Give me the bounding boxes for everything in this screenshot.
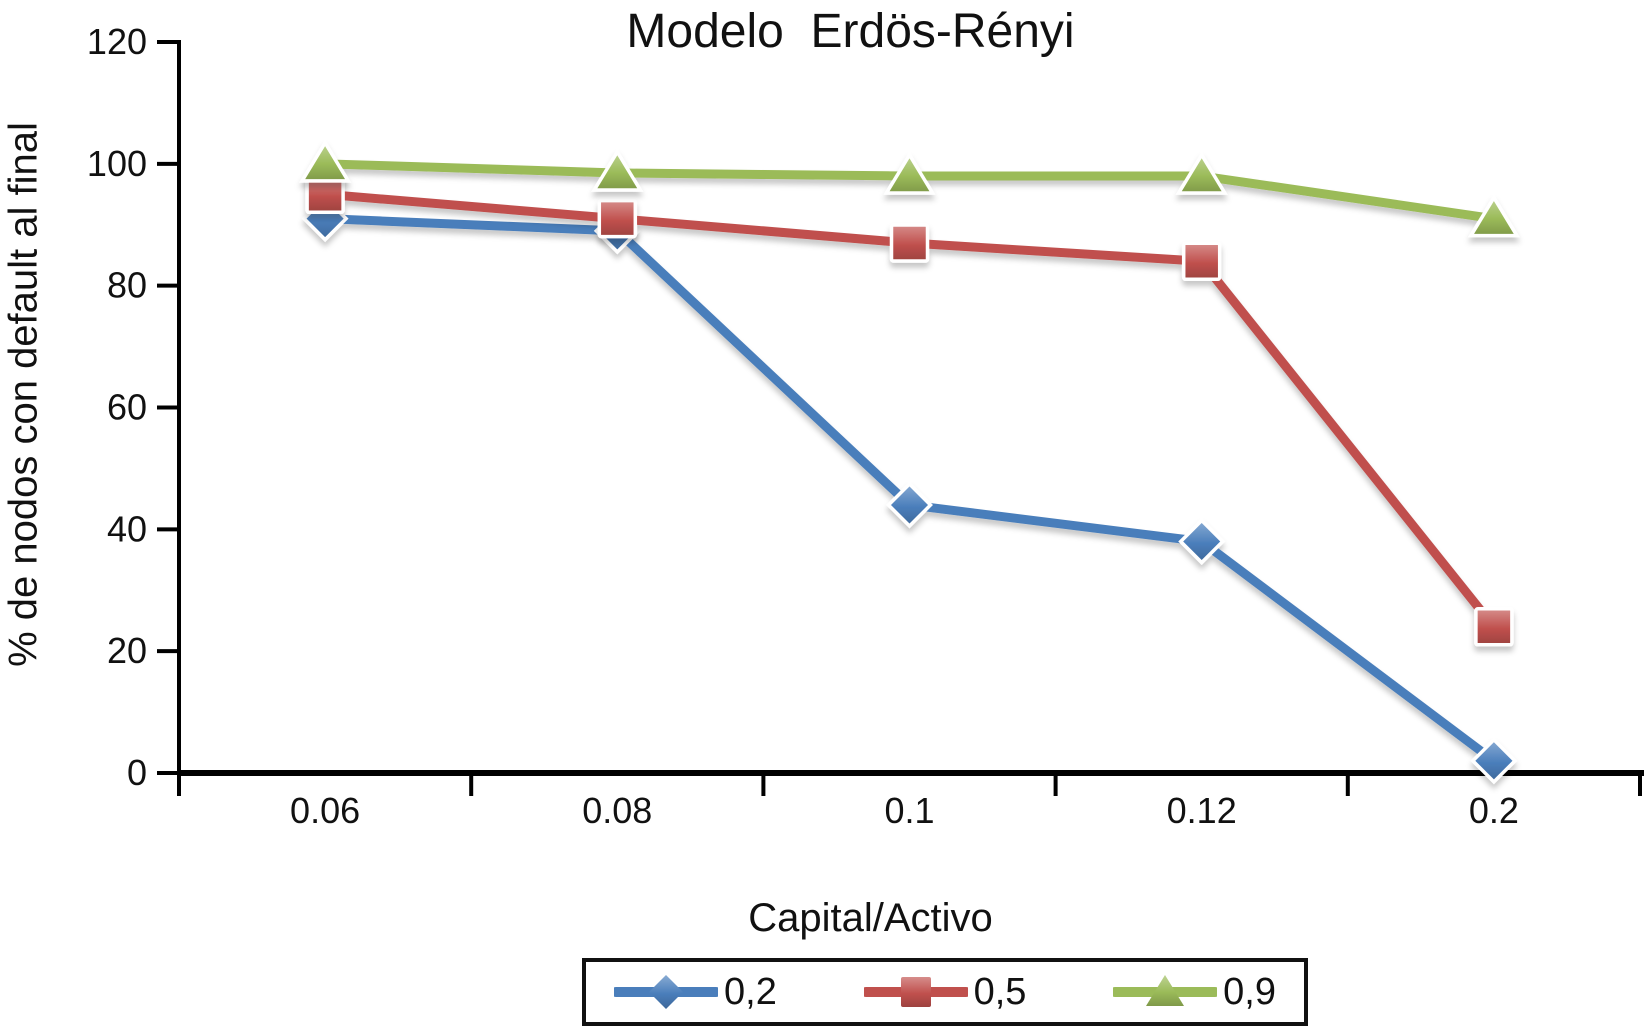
legend-marker-shape <box>649 975 683 1009</box>
data-point-marker <box>886 481 933 529</box>
chart-title: Modelo Erdös-Rényi <box>626 5 1075 58</box>
y-tick-label: 40 <box>107 508 147 549</box>
legend-label: 0,9 <box>1223 970 1276 1013</box>
x-tick-label: 0.1 <box>884 790 934 831</box>
series-0,9 <box>298 139 1521 238</box>
x-tick-label: 0.08 <box>582 790 652 831</box>
data-point-marker <box>591 148 644 192</box>
data-point-marker <box>298 139 352 183</box>
data-point-marker <box>1467 194 1521 238</box>
y-tick-label: 20 <box>107 630 147 671</box>
data-point-marker <box>1175 151 1228 195</box>
x-tick-label: 0.2 <box>1469 790 1519 831</box>
data-point-marker <box>597 198 638 239</box>
y-tick-label: 60 <box>107 387 147 428</box>
legend-marker-square <box>863 977 968 1007</box>
data-point-marker <box>1474 607 1514 647</box>
x-tick-label: 0.12 <box>1167 790 1237 831</box>
y-tick-label: 120 <box>87 21 147 62</box>
legend-marker-shape <box>1146 975 1185 1006</box>
legend-label: 0,5 <box>973 970 1027 1013</box>
series-0,2 <box>301 195 1518 785</box>
x-axis-title: Capital/Activo <box>748 896 993 940</box>
legend-marker-diamond <box>614 975 718 1009</box>
y-tick-label: 100 <box>87 143 147 184</box>
data-point-marker <box>1181 241 1222 282</box>
y-tick-label: 80 <box>107 265 147 306</box>
legend-marker-triangle <box>1113 975 1218 1006</box>
legend-entry-0,9: 0,9 <box>1113 968 1276 1016</box>
data-point-marker <box>1178 518 1226 565</box>
data-point-marker <box>883 151 936 195</box>
data-point-marker <box>1470 737 1518 785</box>
y-tick-label: 0 <box>127 752 147 793</box>
legend-label: 0,2 <box>724 970 777 1013</box>
legend-entry-0,2: 0,2 <box>614 968 777 1016</box>
legend-entry-0,5: 0,5 <box>863 968 1027 1016</box>
legend-marker-shape <box>900 977 931 1007</box>
legend: 0,2 0,5 0,9 <box>582 958 1308 1026</box>
series-0,5 <box>305 174 1514 647</box>
x-tick-label: 0.06 <box>290 790 360 831</box>
data-point-marker <box>889 223 930 263</box>
